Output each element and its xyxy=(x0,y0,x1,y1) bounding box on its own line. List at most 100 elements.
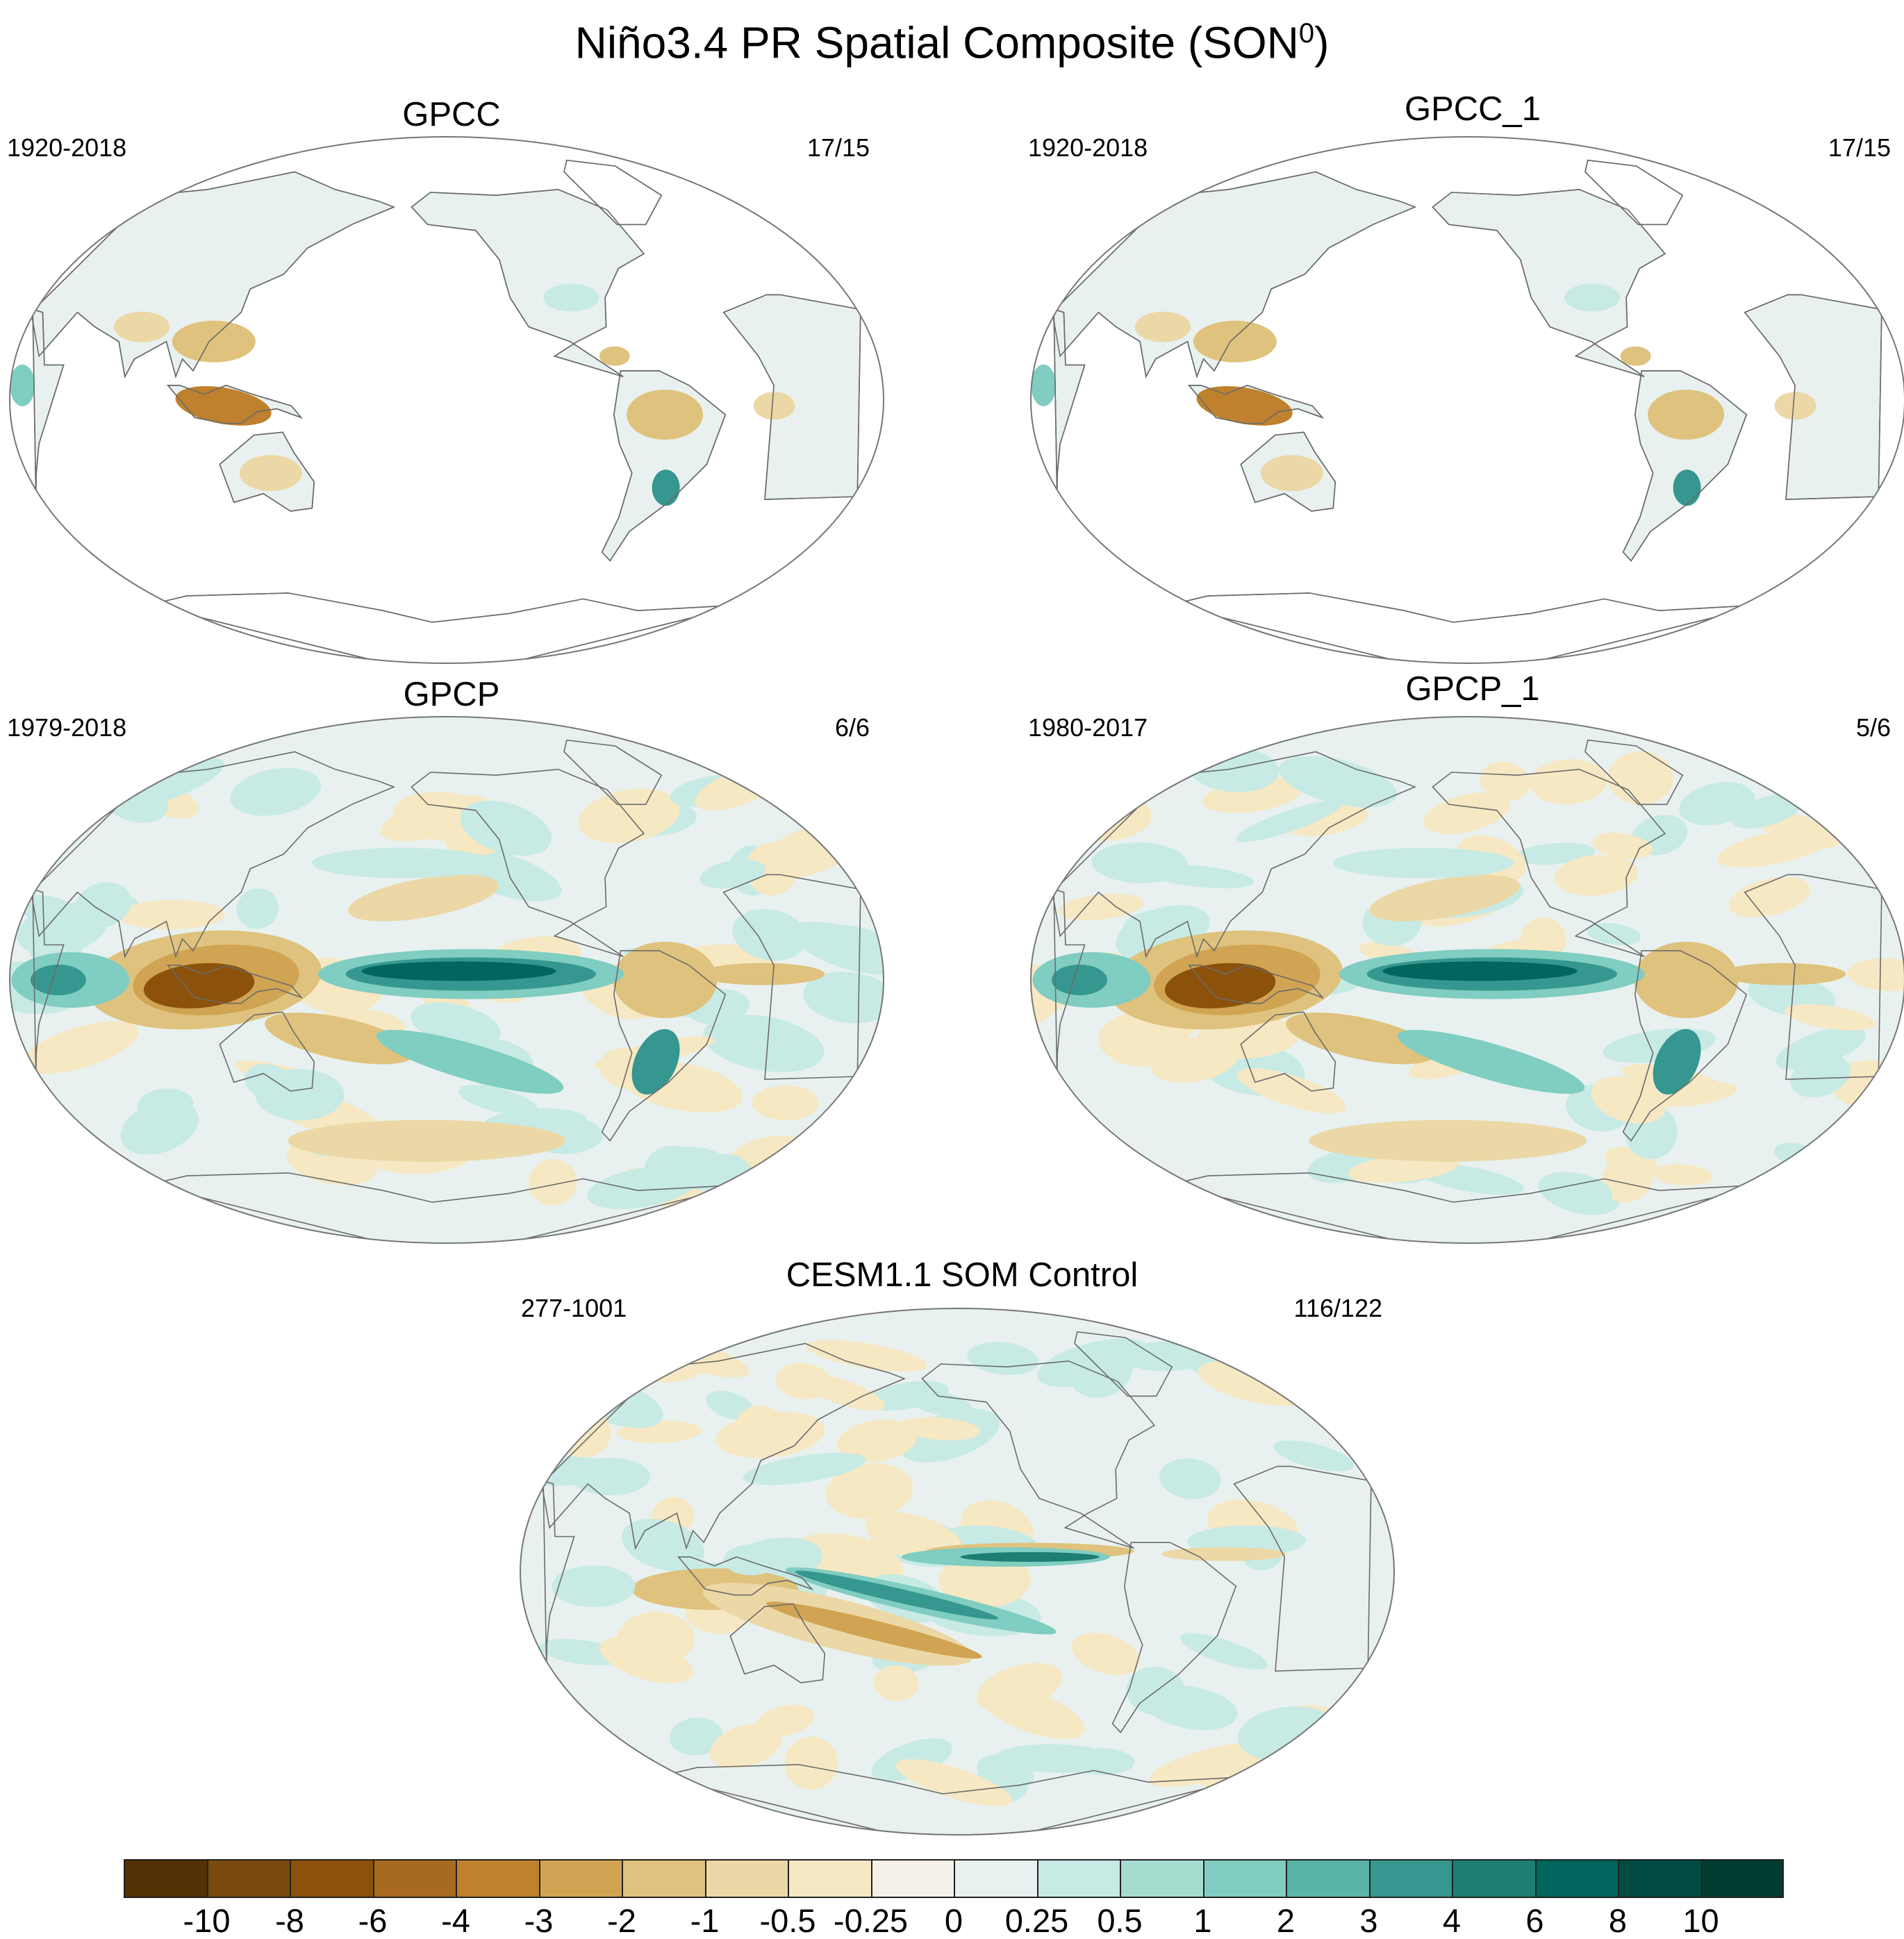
colorbar-tick-label: 0.25 xyxy=(1004,1902,1069,1939)
colorbar-box xyxy=(1452,1859,1536,1898)
colorbar-box xyxy=(1368,1859,1452,1898)
dry-anomaly xyxy=(1721,963,1846,985)
panel-count: 116/122 xyxy=(1293,1294,1382,1322)
colorbar-tick-label: -4 xyxy=(441,1902,470,1939)
wet-anomaly xyxy=(631,1029,680,1095)
map-svg xyxy=(520,1308,1395,1836)
weak-anomaly xyxy=(770,922,855,942)
weak-anomaly xyxy=(803,972,884,1024)
colorbar-box xyxy=(290,1859,374,1898)
weak-anomaly xyxy=(236,888,279,929)
colorbar-tick-label: 8 xyxy=(1608,1902,1628,1939)
weak-anomaly xyxy=(1607,751,1673,805)
map-svg xyxy=(9,136,884,664)
wet-anomaly xyxy=(376,1029,564,1094)
colorbar-tick-label: -10 xyxy=(183,1902,231,1939)
coastline xyxy=(563,739,663,806)
map-panel-cesm: CESM1.1 SOM Control 277-1001 116/122 xyxy=(511,1254,1414,1836)
coastline xyxy=(1052,751,1417,958)
dry-anomaly xyxy=(613,942,718,1018)
dry-anomaly xyxy=(1196,386,1293,426)
panel-count: 17/15 xyxy=(1828,133,1891,162)
weak-anomaly xyxy=(1143,864,1255,889)
dry-anomaly xyxy=(1369,874,1520,922)
colorbar-box xyxy=(1036,1859,1120,1898)
weak-anomaly xyxy=(1236,800,1343,842)
coastline xyxy=(219,1011,315,1092)
dry-anomaly xyxy=(1164,963,1276,1009)
wet-anomaly xyxy=(1382,961,1578,981)
coastline xyxy=(149,592,745,663)
colorbar-box xyxy=(1120,1859,1204,1898)
coastline xyxy=(31,751,396,958)
coastline xyxy=(1240,1011,1336,1092)
map-field xyxy=(10,137,884,663)
weak-anomaly xyxy=(1790,1054,1851,1097)
colorbar-box xyxy=(1286,1859,1370,1898)
panel-count: 17/15 xyxy=(806,133,870,162)
coastline xyxy=(601,950,727,1142)
coastline xyxy=(1074,1331,1173,1397)
coastline xyxy=(219,431,315,512)
weak-anomaly xyxy=(1423,792,1510,835)
map-field xyxy=(1031,717,1904,1243)
wet-anomaly xyxy=(1051,965,1107,995)
wet-anomaly xyxy=(1653,1029,1701,1095)
colorbar-tick-label: -3 xyxy=(524,1902,554,1939)
coastline xyxy=(921,1360,1156,1549)
dry-anomaly xyxy=(1286,1012,1436,1065)
map-field xyxy=(520,1308,1394,1835)
panel-period: 1920-2018 xyxy=(1028,133,1148,162)
weak-anomaly xyxy=(1279,756,1397,808)
colorbar-tick-label: -6 xyxy=(358,1902,388,1939)
colorbar-tick-label: 0 xyxy=(944,1902,963,1939)
wet-anomaly xyxy=(1673,469,1701,506)
coastline xyxy=(1240,431,1336,512)
coastline xyxy=(166,965,304,1004)
map-border xyxy=(9,716,884,1244)
weak-anomaly xyxy=(1587,923,1641,945)
weak-anomaly xyxy=(22,1021,139,1074)
dry-anomaly xyxy=(1193,320,1277,363)
coastline xyxy=(729,1603,826,1683)
colorbar-box xyxy=(206,1859,290,1898)
figure-title-text: Niño3.4 PR Spatial Composite (SON xyxy=(574,17,1299,68)
weak-anomaly xyxy=(874,1665,919,1701)
colorbar-tick-label: -2 xyxy=(607,1902,636,1939)
weak-anomaly xyxy=(899,1417,980,1441)
colorbar-tick-label: -1 xyxy=(690,1902,720,1939)
weak-anomaly xyxy=(669,1717,723,1756)
weak-anomaly xyxy=(1847,958,1904,992)
coastline xyxy=(166,385,304,424)
colorbar-box xyxy=(622,1859,706,1898)
figure-title: Niño3.4 PR Spatial Composite (SON0) xyxy=(0,4,1904,72)
figure-title-superscript: 0 xyxy=(1298,18,1315,49)
coastline xyxy=(1052,171,1417,378)
weak-anomaly xyxy=(1480,761,1531,801)
weak-anomaly xyxy=(1731,794,1803,829)
panel-period: 1980-2017 xyxy=(1028,713,1148,742)
dry-anomaly xyxy=(1309,1120,1587,1162)
coastline xyxy=(541,1342,907,1550)
weak-anomaly xyxy=(743,1452,867,1486)
colorbar-box xyxy=(124,1859,208,1898)
weak-anomaly xyxy=(795,1372,885,1410)
weak-anomaly xyxy=(732,908,808,961)
wet-anomaly xyxy=(543,283,599,312)
dry-anomaly xyxy=(175,386,272,426)
dry-anomaly xyxy=(348,874,499,922)
colorbar-tick-label: 0.5 xyxy=(1097,1902,1143,1939)
coastline xyxy=(149,1172,745,1243)
map-svg xyxy=(9,716,884,1244)
colorbar-box xyxy=(538,1859,622,1898)
colorbar-box xyxy=(456,1859,540,1898)
colorbar-box xyxy=(788,1859,872,1898)
weak-anomaly xyxy=(599,1636,693,1683)
wet-anomaly xyxy=(652,469,680,506)
wet-anomaly xyxy=(552,1565,636,1608)
panel-title: GPCP xyxy=(403,676,500,713)
weak-anomaly xyxy=(230,767,322,816)
colorbar-box xyxy=(870,1859,954,1898)
weak-anomaly xyxy=(906,1390,973,1417)
weak-anomaly xyxy=(458,1085,538,1116)
